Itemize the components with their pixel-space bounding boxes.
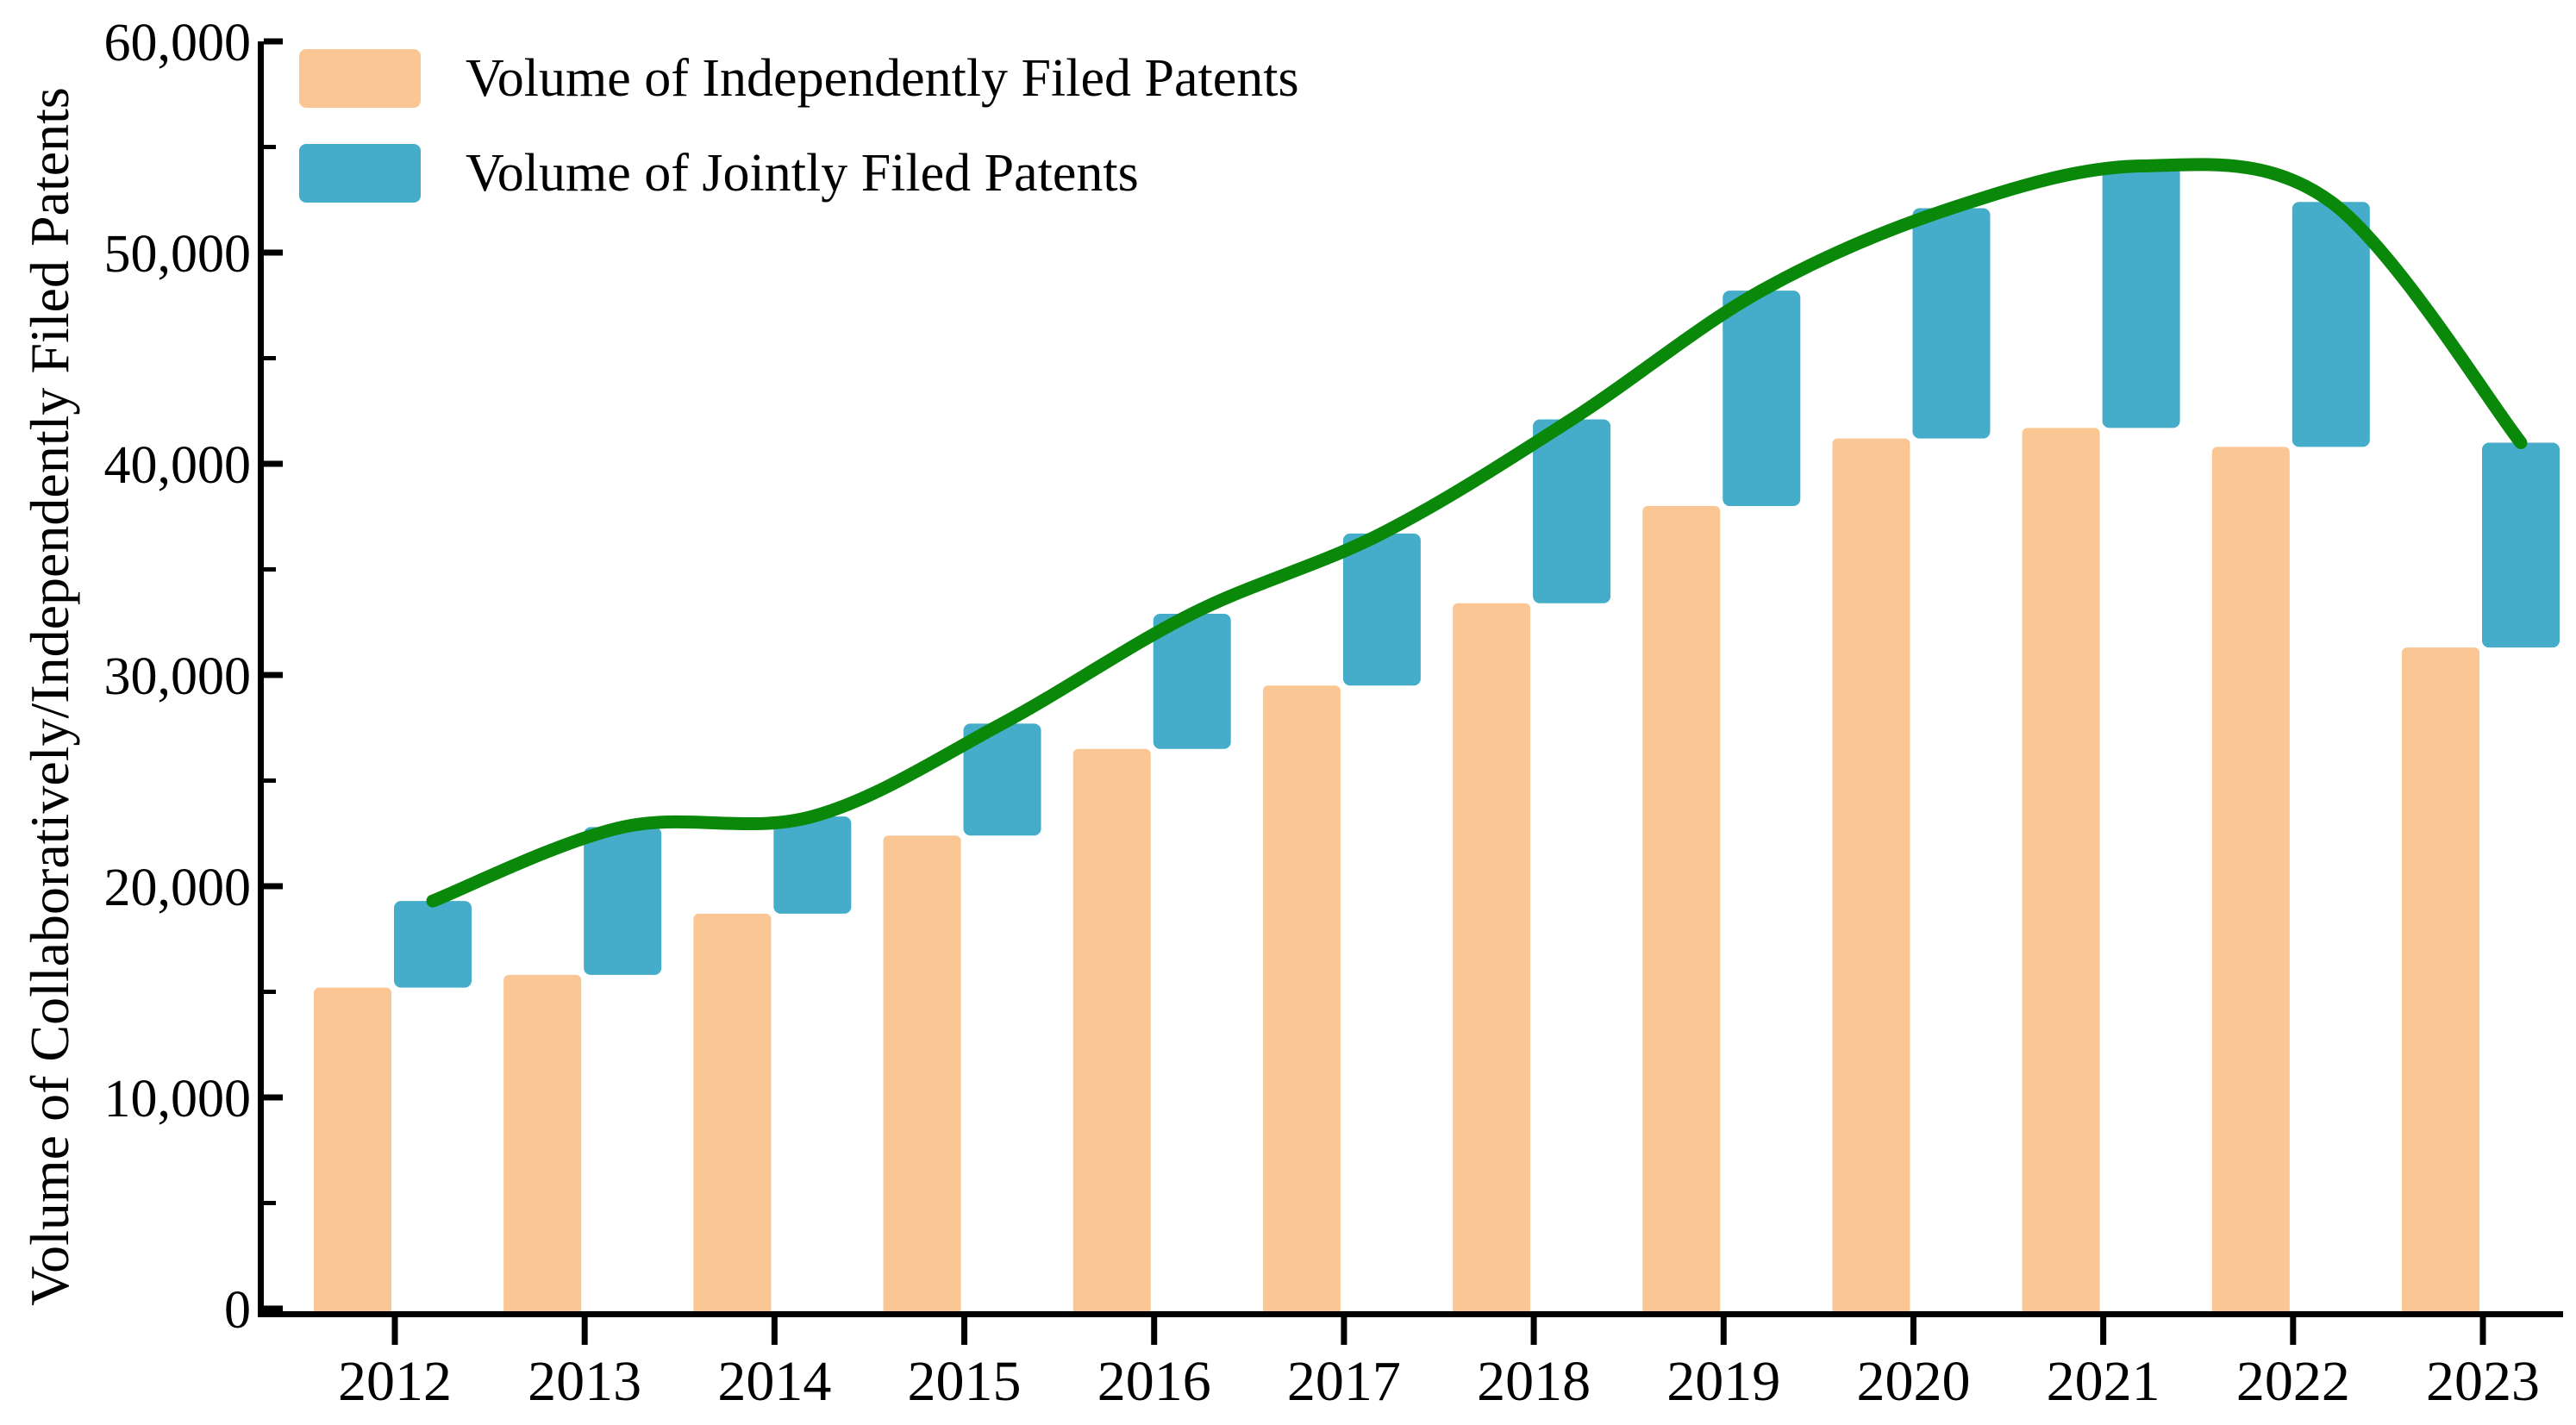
x-tick-label-2018: 2018 xyxy=(1477,1350,1591,1413)
y-tick-label-20000: 20,000 xyxy=(104,859,252,917)
y-tick-label-0: 0 xyxy=(224,1281,251,1340)
y-axis-line xyxy=(258,41,264,1317)
bar-independent-2012 xyxy=(314,987,391,1316)
y-minor-tick-5000 xyxy=(264,1201,276,1205)
bar-joint-2019 xyxy=(1723,291,1801,506)
bar-independent-2014 xyxy=(693,913,772,1316)
bar-joint-2014 xyxy=(773,816,852,914)
legend-item-independent: Volume of Independently Filed Patents xyxy=(299,49,1299,108)
x-axis-line xyxy=(258,1311,2563,1317)
bar-joint-2016 xyxy=(1153,613,1231,749)
y-major-tick-50000 xyxy=(264,249,283,256)
y-major-tick-20000 xyxy=(264,883,283,890)
x-tick-label-2016: 2016 xyxy=(1097,1350,1211,1413)
x-tick-label-2019: 2019 xyxy=(1666,1350,1780,1413)
x-tick-label-2013: 2013 xyxy=(528,1350,641,1413)
x-tick-2022 xyxy=(2290,1317,2297,1345)
x-tick-label-2012: 2012 xyxy=(338,1350,452,1413)
y-minor-tick-35000 xyxy=(264,567,276,572)
x-tick-label-2021: 2021 xyxy=(2047,1350,2160,1413)
y-tick-label-40000: 40,000 xyxy=(104,436,252,495)
x-tick-2012 xyxy=(391,1317,398,1345)
y-major-tick-60000 xyxy=(264,38,283,45)
legend-label-joint: Volume of Jointly Filed Patents xyxy=(466,143,1139,203)
x-tick-label-2022: 2022 xyxy=(2236,1350,2350,1413)
x-tick-2021 xyxy=(2100,1317,2107,1345)
bar-joint-2013 xyxy=(584,827,662,975)
y-major-tick-0 xyxy=(264,1305,283,1312)
bar-joint-2023 xyxy=(2482,442,2560,648)
bar-joint-2017 xyxy=(1342,533,1421,686)
y-major-tick-40000 xyxy=(264,460,283,467)
x-tick-label-2020: 2020 xyxy=(1856,1350,1970,1413)
bar-independent-2017 xyxy=(1262,685,1341,1316)
x-tick-2020 xyxy=(1910,1317,1916,1345)
y-tick-label-60000: 60,000 xyxy=(104,14,252,72)
bar-joint-2012 xyxy=(394,901,472,988)
bar-joint-2015 xyxy=(963,723,1041,836)
bar-independent-2020 xyxy=(1832,438,1910,1316)
bar-independent-2013 xyxy=(503,974,582,1316)
x-tick-label-2015: 2015 xyxy=(908,1350,1022,1413)
x-tick-2017 xyxy=(1341,1317,1347,1345)
x-tick-2019 xyxy=(1720,1317,1727,1345)
bar-independent-2019 xyxy=(1642,506,1721,1316)
y-tick-label-50000: 50,000 xyxy=(104,225,252,284)
legend-swatch-independent xyxy=(299,49,421,108)
legend-label-independent: Volume of Independently Filed Patents xyxy=(466,48,1299,108)
legend-swatch-joint xyxy=(299,144,421,203)
y-tick-label-30000: 30,000 xyxy=(104,647,252,706)
y-minor-tick-45000 xyxy=(264,356,276,360)
y-minor-tick-55000 xyxy=(264,145,276,149)
bar-joint-2020 xyxy=(1912,208,1991,439)
legend-item-joint: Volume of Jointly Filed Patents xyxy=(299,144,1139,203)
x-tick-2014 xyxy=(771,1317,778,1345)
x-tick-2023 xyxy=(2479,1317,2486,1345)
bar-joint-2022 xyxy=(2292,202,2370,447)
x-tick-2013 xyxy=(581,1317,588,1345)
bar-independent-2018 xyxy=(1453,603,1531,1316)
bar-joint-2018 xyxy=(1533,419,1611,603)
x-tick-2015 xyxy=(961,1317,968,1345)
bar-joint-2021 xyxy=(2102,166,2180,428)
x-tick-2016 xyxy=(1151,1317,1158,1345)
y-minor-tick-15000 xyxy=(264,990,276,994)
y-tick-label-10000: 10,000 xyxy=(104,1070,252,1128)
x-tick-2018 xyxy=(1530,1317,1537,1345)
x-tick-label-2017: 2017 xyxy=(1287,1350,1401,1413)
total-trend-line xyxy=(426,158,2528,908)
x-tick-label-2014: 2014 xyxy=(717,1350,831,1413)
x-tick-label-2023: 2023 xyxy=(2426,1350,2540,1413)
bar-independent-2015 xyxy=(883,835,961,1316)
y-minor-tick-25000 xyxy=(264,778,276,783)
bar-independent-2016 xyxy=(1072,748,1151,1316)
bar-independent-2021 xyxy=(2022,428,2100,1316)
bar-independent-2022 xyxy=(2211,447,2290,1316)
y-major-tick-10000 xyxy=(264,1094,283,1101)
bar-independent-2023 xyxy=(2402,647,2479,1316)
y-major-tick-30000 xyxy=(264,672,283,678)
